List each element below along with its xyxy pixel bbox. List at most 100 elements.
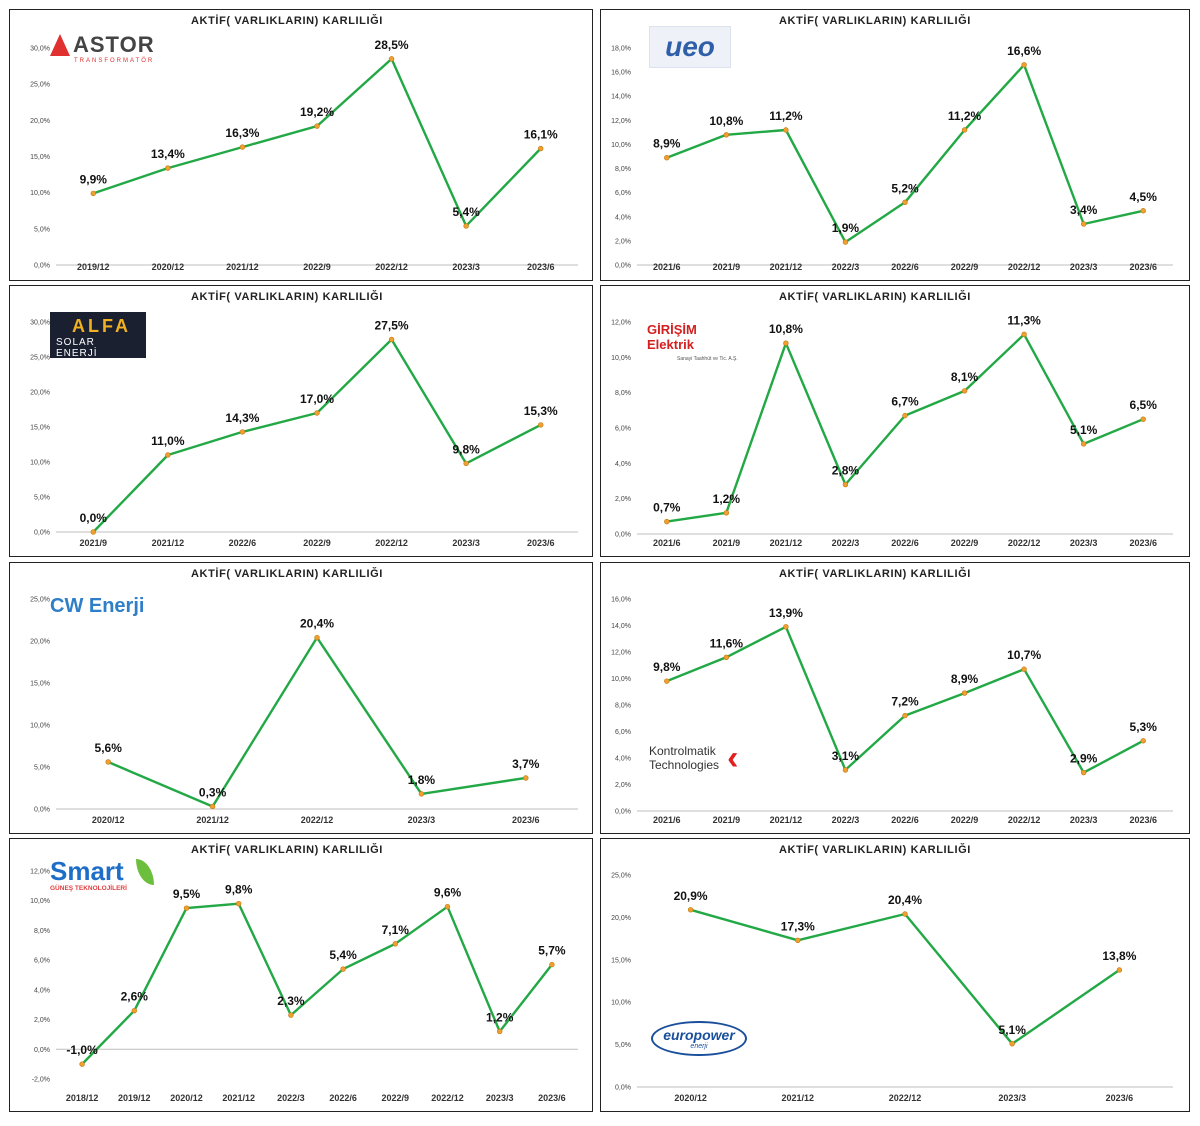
chart-svg-alfa: AKTİF( VARLIKLARIN) KARLILIĞI 0,0% 5,0% 10,… — [30, 290, 578, 548]
y-tick-label: 12,0% — [611, 118, 631, 125]
data-label: 16,1% — [524, 128, 558, 142]
x-tick-label: 2022/6 — [329, 1093, 357, 1103]
chart-panel-alfa: AKTİF( VARLIKLARIN) KARLILIĞI 0,0% 5,0% 10,… — [9, 285, 593, 557]
y-tick-label: 10,0% — [611, 676, 631, 683]
x-tick-label: 2022/9 — [951, 262, 979, 272]
data-point — [239, 429, 246, 435]
astor-logo: ASTOR TRANSFORMATÖR — [50, 32, 155, 78]
data-point — [183, 905, 190, 911]
chart-title: AKTİF( VARLIKLARIN) KARLILIĞI — [191, 567, 383, 580]
chart-svg-astor: AKTİF( VARLIKLARIN) KARLILIĞI 0,0% 5,0% 10,… — [30, 14, 578, 272]
data-point — [795, 937, 801, 943]
girisim-logo-text: GİRİŞİM Elektrik — [647, 322, 697, 352]
y-tick-label: 0,0% — [615, 532, 631, 539]
europower-logo-text: europower — [663, 1026, 735, 1043]
x-tick-label: 2023/6 — [1129, 815, 1157, 825]
chart-title: AKTİF( VARLIKLARIN) KARLILIĞI — [191, 290, 383, 303]
x-tick-label: 2021/12 — [222, 1093, 255, 1103]
chart-panel-astor: AKTİF( VARLIKLARIN) KARLILIĞI 0,0% 5,0% 10,… — [9, 9, 593, 281]
data-label: 2,3% — [277, 994, 305, 1008]
data-point — [90, 529, 96, 535]
data-label: 11,3% — [1007, 313, 1041, 327]
x-tick-label: 2021/12 — [770, 815, 803, 825]
data-label: 7,2% — [891, 695, 919, 709]
y-tick-label: 12,0% — [611, 650, 631, 657]
data-point — [902, 412, 908, 419]
data-point — [1140, 738, 1146, 744]
data-label: 11,0% — [151, 434, 185, 448]
y-tick-label: 8,0% — [615, 703, 631, 710]
data-point — [314, 410, 320, 416]
astor-logo-subtext: TRANSFORMATÖR — [74, 58, 155, 64]
y-tick-label: 14,0% — [611, 94, 631, 101]
data-point — [1080, 769, 1087, 776]
data-label: 6,5% — [1130, 398, 1158, 412]
data-point — [1080, 441, 1087, 447]
astor-logo-text: ASTOR — [73, 32, 155, 57]
data-label: 9,8% — [452, 442, 480, 456]
data-label: 1,2% — [713, 492, 741, 506]
data-label: 8,9% — [653, 137, 681, 151]
y-tick-label: 30,0% — [30, 320, 50, 327]
data-point — [842, 239, 849, 245]
y-tick-label: 6,0% — [615, 729, 631, 736]
x-tick-label: 2019/12 — [77, 262, 110, 272]
y-tick-label: 10,0% — [30, 898, 50, 905]
data-point — [538, 422, 544, 428]
data-label: 9,9% — [80, 172, 108, 186]
data-label: 15,3% — [524, 404, 558, 418]
ueo-logo-text: ueo — [665, 31, 715, 62]
europower-logo-subtext: enerji — [690, 1042, 708, 1050]
girisim-logo-subtext: Sanayi Taahhüt ve Tic. A.Ş. — [677, 356, 738, 362]
y-tick-label: 16,0% — [611, 597, 631, 604]
data-label: 9,8% — [653, 660, 681, 674]
chart-panel-kontrolmatik: AKTİF( VARLIKLARIN) KARLILIĞI 0,0% 2,0% 4,0… — [600, 562, 1190, 834]
x-tick-label: 2023/3 — [1070, 538, 1098, 548]
chart-panel-ueo: AKTİF( VARLIKLARIN) KARLILIĞI 0,0% 2,0% 4,0… — [600, 9, 1190, 281]
data-point — [79, 1061, 85, 1067]
data-label: 4,5% — [1130, 190, 1158, 204]
data-point — [842, 767, 849, 773]
data-point — [392, 941, 398, 947]
x-tick-label: 2019/12 — [118, 1093, 151, 1103]
x-tick-label: 2021/6 — [653, 262, 681, 272]
data-label: 0,0% — [80, 511, 108, 525]
chart-title: AKTİF( VARLIKLARIN) KARLILIĞI — [779, 290, 971, 303]
y-tick-label: 5,0% — [34, 226, 50, 233]
series-line — [81, 902, 553, 1065]
data-label: 9,8% — [225, 883, 253, 897]
kontrolmatik-logo: Kontrolmatik Technologies ‹ — [649, 741, 765, 787]
cw-logo-text: CW Enerji — [50, 595, 145, 617]
data-point — [209, 803, 216, 810]
x-tick-label: 2021/9 — [713, 538, 741, 548]
data-point — [340, 966, 346, 972]
data-point — [1116, 967, 1123, 973]
data-label: 8,9% — [951, 672, 979, 686]
data-point — [538, 145, 544, 152]
data-point — [1009, 1041, 1015, 1047]
data-label: 17,3% — [781, 919, 815, 933]
x-tick-label: 2023/6 — [1106, 1093, 1134, 1103]
y-tick-label: 16,0% — [611, 70, 631, 77]
data-label: 16,6% — [1007, 44, 1041, 58]
x-tick-label: 2022/9 — [303, 262, 331, 272]
y-tick-label: 25,0% — [611, 873, 631, 880]
data-label: 9,6% — [434, 886, 462, 900]
y-tick-label: 2,0% — [34, 1017, 50, 1024]
alfa-logo-subtext: SOLAR ENERJİ — [56, 337, 98, 359]
data-point — [105, 759, 111, 765]
x-tick-label: 2018/12 — [66, 1093, 99, 1103]
data-label: 11,6% — [710, 636, 744, 650]
data-label: 6,7% — [891, 395, 919, 409]
smart-gunes-logo: Smart GÜNEŞ TEKNOLOJİLERİ — [50, 857, 162, 901]
data-point — [1140, 208, 1146, 214]
data-point — [961, 388, 968, 394]
data-point — [463, 223, 469, 229]
data-label: 3,4% — [1070, 203, 1098, 217]
data-point — [1021, 666, 1027, 672]
x-tick-label: 2022/6 — [891, 262, 919, 272]
data-label: 28,5% — [375, 38, 409, 52]
x-tick-label: 2022/12 — [1008, 262, 1041, 272]
series-line — [92, 57, 542, 228]
ueo-logo: ueo — [649, 26, 731, 68]
